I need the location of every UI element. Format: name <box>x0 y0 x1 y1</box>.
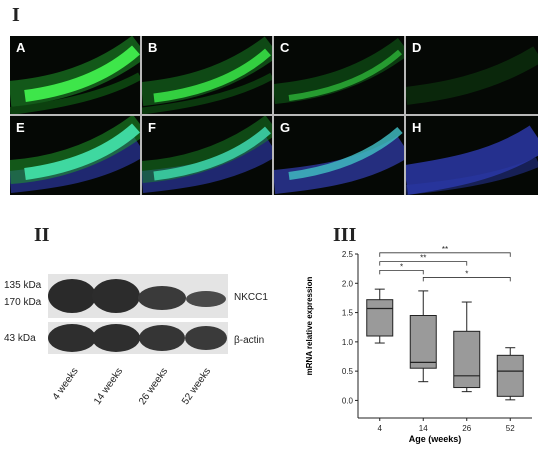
section-label-2: II <box>34 224 50 246</box>
x-tick-label: 4 <box>378 424 383 433</box>
micrograph-grid: A B C D E F <box>10 36 538 195</box>
panel-label-c: C <box>280 40 290 55</box>
micrograph-panel-h: H <box>406 116 538 195</box>
sig-line <box>379 270 424 275</box>
box-52 <box>496 347 524 401</box>
micrograph-image-a <box>10 36 140 114</box>
section-label-1: I <box>12 4 20 26</box>
blot-nkcc1 <box>48 274 228 318</box>
micrograph-image-b <box>142 36 272 114</box>
box-plot-chart: mRNA relative expression Age (weeks) 0.0… <box>305 246 532 444</box>
sig-label: ** <box>420 254 426 263</box>
panel-label-b: B <box>148 40 158 55</box>
sig-bracket-4-14: * <box>379 262 424 275</box>
micrograph-image-f <box>142 116 272 193</box>
micrograph-image-c <box>274 37 404 104</box>
sig-bracket-4-26: ** <box>379 254 468 266</box>
micrograph-image-e <box>10 116 140 193</box>
micrograph-panel-b: B <box>142 36 272 114</box>
lane-label-52w: 52 weeks <box>179 366 214 407</box>
y-axis-title: mRNA relative expression <box>305 276 314 375</box>
band-label-beta-actin: β-actin <box>234 335 265 346</box>
marker-43kda: 43 kDa <box>4 333 36 344</box>
panel-label-g: G <box>280 120 291 135</box>
box-26 <box>453 301 481 393</box>
x-tick-label: 14 <box>419 424 428 433</box>
y-tick-label: 2.0 <box>342 279 354 288</box>
y-tick-label: 1.0 <box>342 338 354 347</box>
micrograph-panel-d: D <box>406 36 538 114</box>
band-label-nkcc1: NKCC1 <box>234 292 268 303</box>
axes: 0.0 0.5 1.0 1.5 2.0 2.5 4 14 26 52 <box>342 250 532 433</box>
y-tick-label: 2.5 <box>342 250 354 259</box>
x-tick-label: 26 <box>462 424 471 433</box>
blot-beta-actin <box>48 322 228 354</box>
box-4 <box>366 288 394 344</box>
marker-170kda: 170 kDa <box>4 297 42 308</box>
micrograph-image-d <box>406 46 538 105</box>
lane-label-14w: 14 weeks <box>91 366 126 407</box>
micrograph-image-g <box>274 127 404 194</box>
panel-label-e: E <box>16 120 25 135</box>
panel-label-a: A <box>16 40 26 55</box>
y-tick-label: 1.5 <box>342 309 354 318</box>
panel-label-h: H <box>412 120 422 135</box>
x-tick-label: 52 <box>506 424 515 433</box>
sig-label: * <box>465 269 468 278</box>
micrograph-image-h <box>406 125 538 195</box>
sig-bracket-14-52: * <box>422 269 511 282</box>
micrograph-panel-a: A <box>10 36 140 114</box>
sig-label: * <box>400 262 403 271</box>
sig-line <box>379 252 511 257</box>
lane-label-4w: 4 weeks <box>50 366 82 403</box>
significance-brackets: ****** <box>379 246 511 282</box>
micrograph-panel-c: C <box>274 36 404 114</box>
sig-line <box>422 277 511 282</box>
section-label-3: III <box>333 224 357 246</box>
panel-label-d: D <box>412 40 422 55</box>
panel-label-f: F <box>148 120 156 135</box>
box-14 <box>409 290 437 383</box>
y-tick-label: 0.0 <box>342 396 354 405</box>
blot-actin-bands <box>48 324 227 352</box>
sig-label: ** <box>442 246 448 254</box>
micrograph-panel-e: E <box>10 116 140 195</box>
box-iqr <box>409 315 437 369</box>
sig-line <box>379 261 468 266</box>
x-axis-title: Age (weeks) <box>409 434 462 444</box>
lane-label-26w: 26 weeks <box>136 366 171 407</box>
marker-135kda: 135 kDa <box>4 280 42 291</box>
micrograph-panel-g: G <box>274 116 404 195</box>
blot-nkcc1-bands <box>48 279 226 313</box>
micrograph-panel-f: F <box>142 116 272 195</box>
box-iqr <box>453 330 481 389</box>
sig-bracket-4-52: ** <box>379 246 511 257</box>
box-iqr <box>366 299 394 337</box>
boxes <box>366 288 524 401</box>
y-tick-label: 0.5 <box>342 367 354 376</box>
box-iqr <box>496 354 524 397</box>
